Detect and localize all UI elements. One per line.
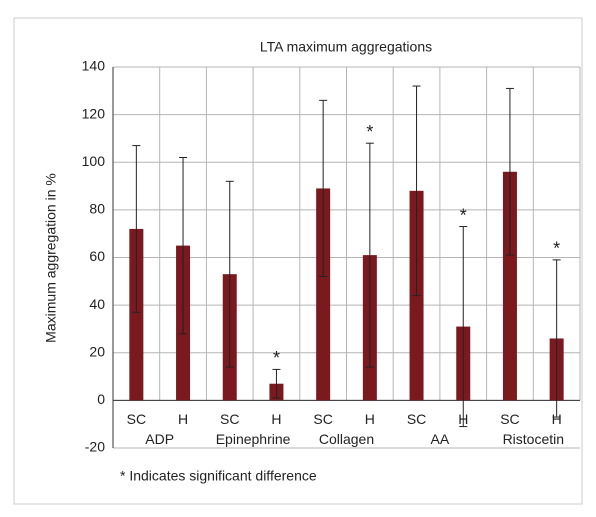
group-label: Ristocetin <box>503 431 564 447</box>
y-tick-label: 140 <box>82 58 106 74</box>
chart-title: LTA maximum aggregations <box>260 39 432 55</box>
group-label: Collagen <box>319 431 374 447</box>
x-tick-label: SC <box>127 411 146 427</box>
significance-marker: * <box>273 348 280 368</box>
bar <box>129 228 144 401</box>
bar <box>316 188 331 401</box>
annotation: * Indicates significant difference <box>120 468 317 484</box>
frame <box>13 17 583 505</box>
x-tick-label: SC <box>407 411 426 427</box>
x-tick-label: SC <box>500 411 519 427</box>
y-tick-label: 80 <box>89 201 105 217</box>
x-tick-label: SC <box>313 411 332 427</box>
y-tick-label: 60 <box>89 248 105 264</box>
bar <box>502 171 517 401</box>
y-tick-label: 120 <box>82 105 106 121</box>
significance-marker: * <box>553 239 560 259</box>
y-tick-label: -20 <box>85 439 105 455</box>
significance-marker: * <box>460 205 467 225</box>
group-label: AA <box>431 431 450 447</box>
group-label: Epinephrine <box>216 431 291 447</box>
x-tick-label: H <box>178 411 188 427</box>
y-tick-label: 100 <box>82 153 106 169</box>
y-tick-label: 20 <box>89 343 105 359</box>
y-axis-label: Maximum aggregation in % <box>43 173 59 343</box>
x-tick-label: SC <box>220 411 239 427</box>
significance-marker: * <box>366 122 373 142</box>
x-tick-label: H <box>271 411 281 427</box>
group-label: ADP <box>145 431 174 447</box>
y-tick-label: 40 <box>89 296 105 312</box>
x-tick-label: H <box>365 411 375 427</box>
x-tick-label: H <box>552 411 562 427</box>
y-tick-label: 0 <box>97 391 105 407</box>
